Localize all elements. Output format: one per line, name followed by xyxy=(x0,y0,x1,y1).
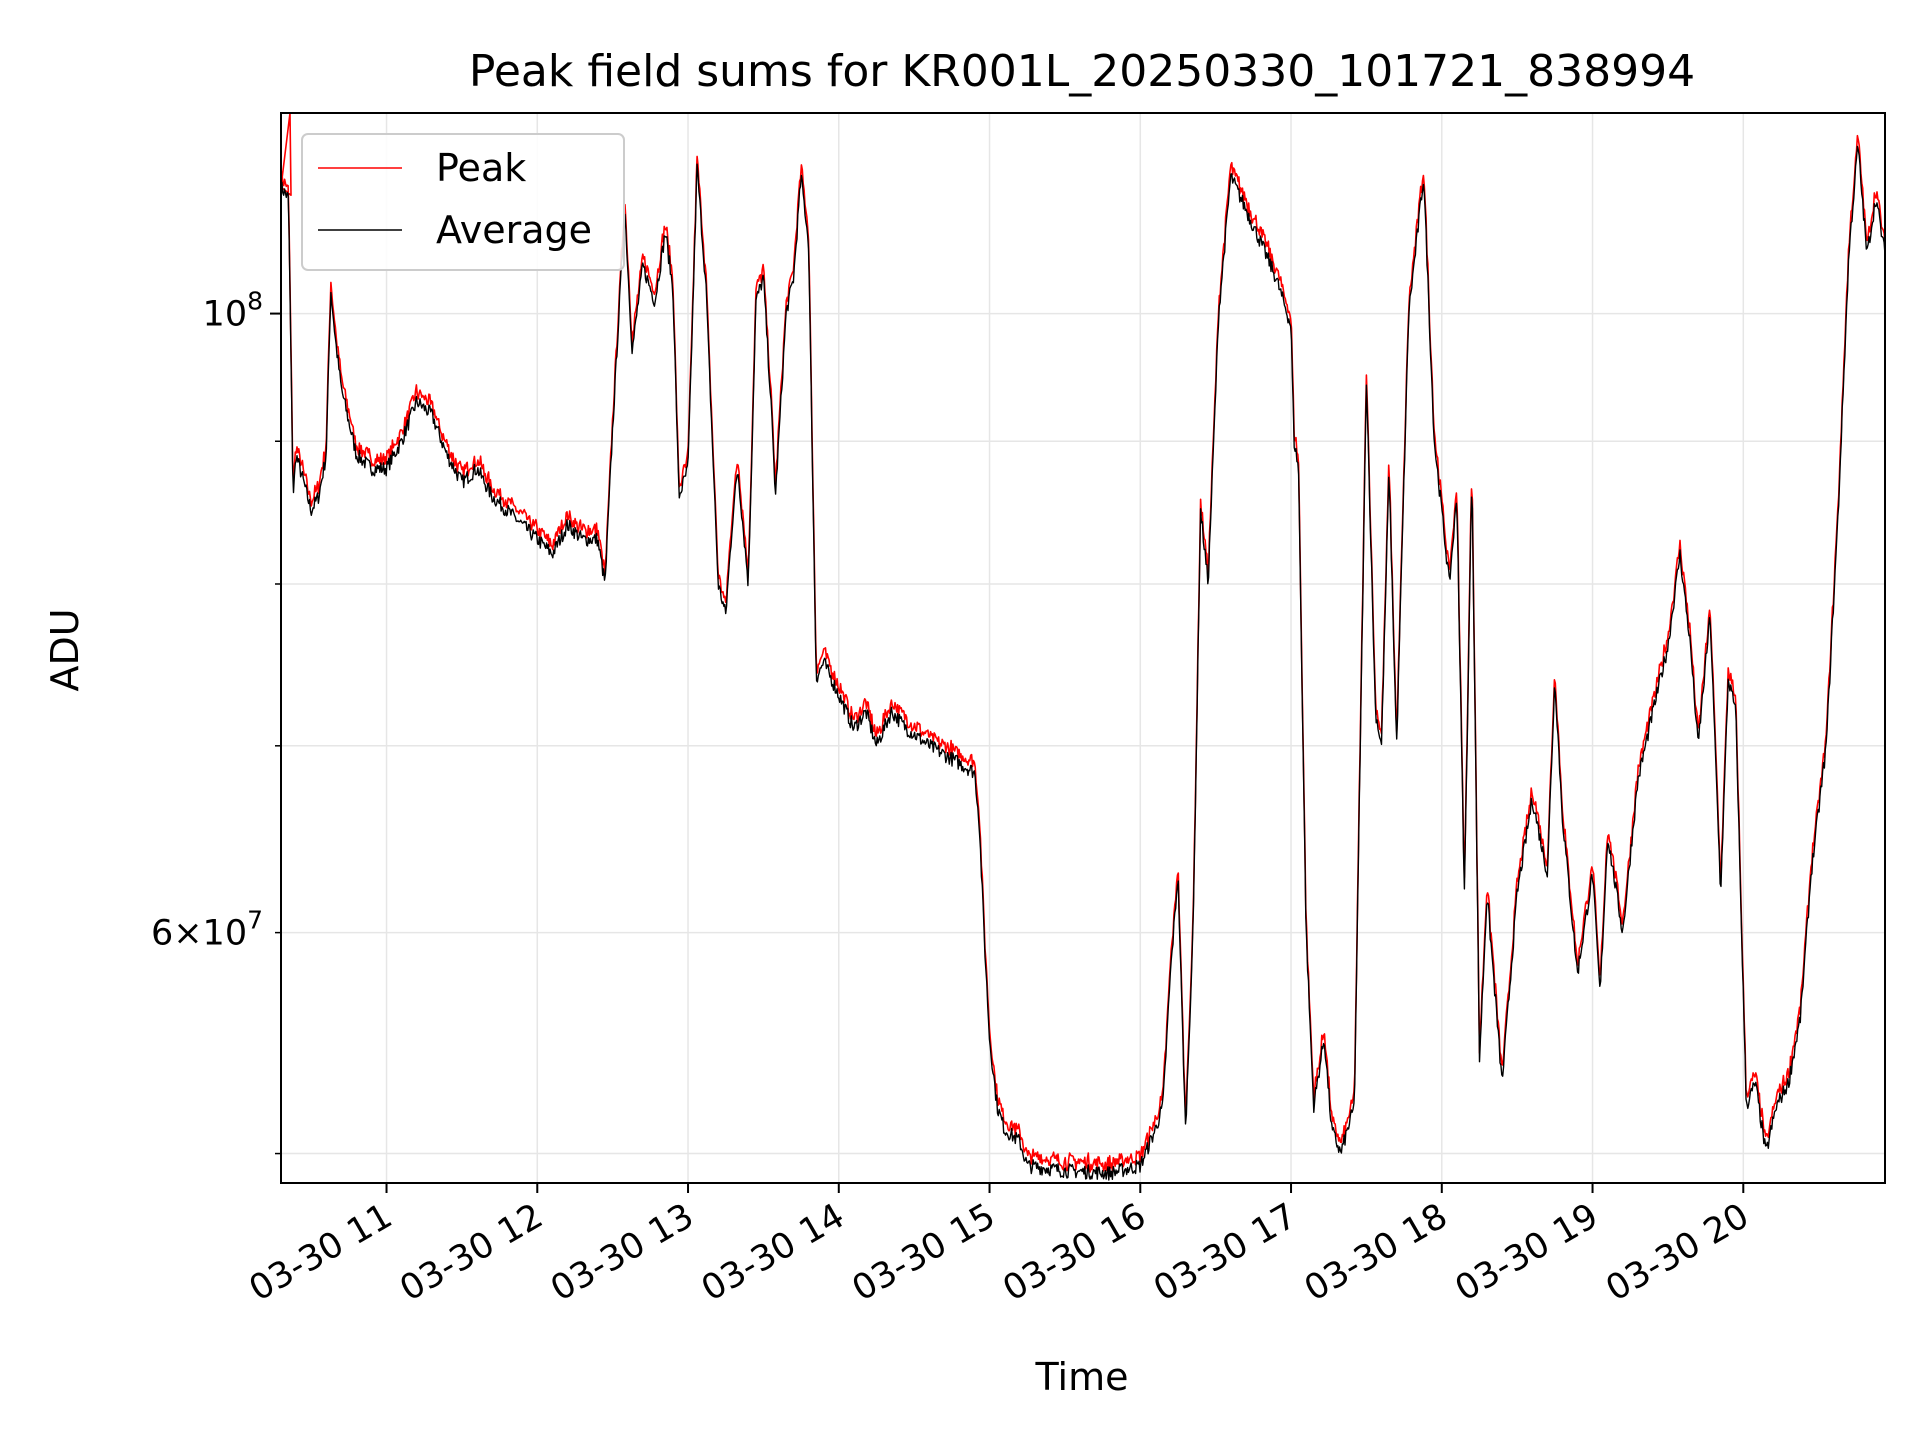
y-tick-label: 6×107 xyxy=(151,906,263,954)
series-layer xyxy=(280,112,1886,1181)
y-axis: 108 6×107 xyxy=(151,287,281,1155)
chart-title: Peak field sums for KR001L_20250330_1017… xyxy=(469,46,1695,97)
y-axis-label: ADU xyxy=(43,608,87,691)
legend-label-average: Average xyxy=(436,208,592,252)
legend: Peak Average xyxy=(301,133,625,271)
y-tick-label: 108 xyxy=(203,287,263,335)
grid xyxy=(281,113,1885,1183)
series-peak-line xyxy=(280,112,1886,1173)
plot-frame xyxy=(280,112,1886,1184)
x-axis-label: Time xyxy=(1035,1355,1129,1399)
series-average-line xyxy=(280,145,1886,1181)
legend-label-peak: Peak xyxy=(436,146,526,190)
